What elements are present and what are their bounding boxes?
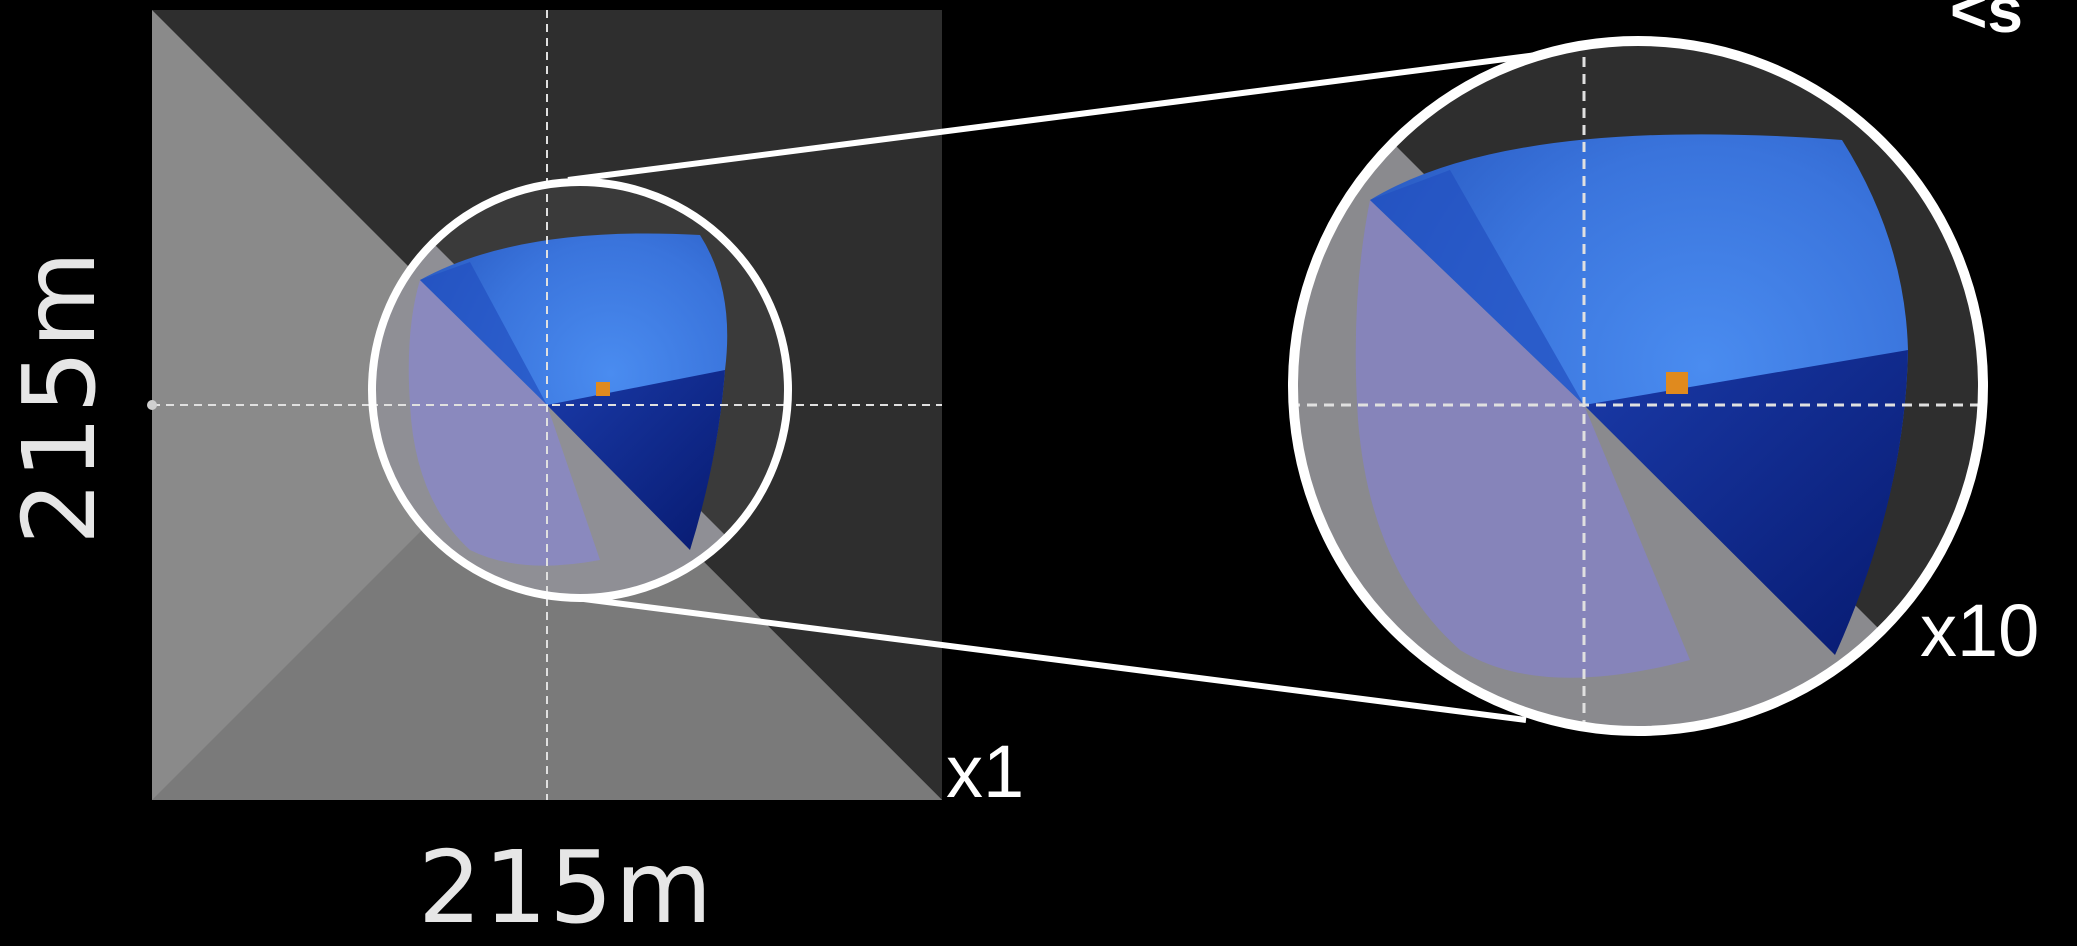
zoom-circle-large — [1288, 36, 1988, 736]
visibility-fan-dark — [547, 370, 725, 550]
corner-text-fragment: <s — [1950, 0, 2023, 46]
observer-marker — [596, 382, 610, 396]
crosshair-end-dot — [147, 400, 157, 410]
visibility-fan-dark-zoomed — [1584, 350, 1908, 655]
visibility-fan-light-zoomed — [1355, 200, 1690, 678]
width-dimension-label: 215m — [418, 829, 715, 946]
zoom-connector-bottom — [575, 595, 1527, 723]
zoom-connector-top — [567, 49, 1561, 183]
visibility-region-x10 — [1293, 41, 1983, 731]
scale-label-x10: x10 — [1920, 589, 2040, 672]
visibility-fan-light — [408, 280, 600, 566]
scale-label-x1: x1 — [946, 730, 1025, 813]
height-dimension-label: 215m — [1, 248, 118, 545]
visibility-region-x1 — [372, 182, 788, 598]
observer-marker-zoomed — [1666, 372, 1688, 394]
